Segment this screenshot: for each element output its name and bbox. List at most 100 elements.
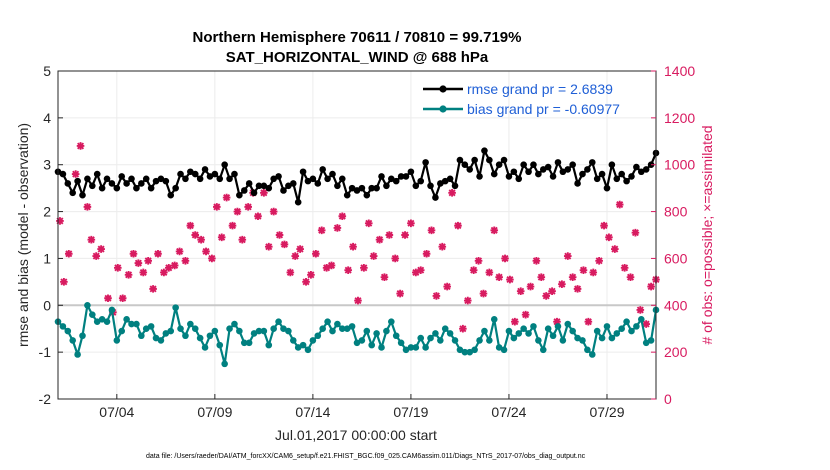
rmse-point-49 <box>294 198 302 206</box>
obs-marker-path-54 <box>338 212 347 221</box>
y2-tick-label-1: 200 <box>664 344 688 360</box>
bias-point-102 <box>554 323 562 330</box>
bias-point-51 <box>304 346 312 354</box>
bias-point-6 <box>84 301 91 309</box>
y2-tick-label-7: 1400 <box>664 63 695 79</box>
obs-marker-path-22 <box>170 261 179 270</box>
rmse-point-19 <box>147 184 155 192</box>
bias-point-77 <box>432 330 439 337</box>
bias-point-42 <box>260 327 268 335</box>
obs-marker-11 <box>114 264 122 272</box>
bias-point-71 <box>402 346 410 354</box>
rmse-point-74 <box>417 177 425 185</box>
obs-marker-21 <box>164 264 173 272</box>
obs-marker-82 <box>485 268 494 277</box>
rmse-point-70 <box>397 173 405 180</box>
bias-point-119 <box>637 316 645 323</box>
rmse-point-63 <box>363 191 371 199</box>
bias-point-58 <box>338 325 346 333</box>
bias-point-78 <box>437 337 444 344</box>
obs-marker-path-91 <box>532 256 541 265</box>
bias-point-34 <box>221 360 228 368</box>
bias-point-73 <box>412 344 420 351</box>
rmse-point-6 <box>84 175 91 183</box>
obs-marker-path-103 <box>595 256 603 265</box>
rmse-point-68 <box>388 175 395 183</box>
rmse-point-88 <box>486 156 493 164</box>
rmse-point-44 <box>270 175 277 183</box>
obs-marker-59 <box>364 219 373 228</box>
obs-marker-path-61 <box>375 235 384 244</box>
bias-point-62 <box>358 337 366 344</box>
obs-marker-23 <box>175 247 184 256</box>
rmse-point-16 <box>133 184 140 192</box>
obs-marker-path-104 <box>600 221 608 230</box>
bias-point-38 <box>240 339 248 347</box>
obs-marker-71 <box>427 226 436 235</box>
obs-marker-path-88 <box>516 287 525 296</box>
obs-marker-90 <box>526 282 535 291</box>
bias-point-39 <box>245 339 253 347</box>
rmse-point-64 <box>368 184 376 192</box>
obs-marker-113 <box>647 282 655 291</box>
rmse-point-76 <box>427 182 434 190</box>
bias-point-91 <box>500 346 508 354</box>
rmse-point-98 <box>535 170 542 178</box>
obs-marker-path-52 <box>327 261 336 270</box>
obs-marker-33 <box>228 221 237 230</box>
obs-marker-path-14 <box>129 249 138 258</box>
obs-marker-path-38 <box>254 212 262 221</box>
bias-point-15 <box>128 320 135 328</box>
rmse-point-115 <box>618 170 625 178</box>
bias-point-105 <box>569 327 576 335</box>
rmse-point-99 <box>539 166 547 173</box>
obs-marker-51 <box>322 264 331 272</box>
bias-point-108 <box>584 346 591 354</box>
bias-point-20 <box>152 334 160 342</box>
bias-point-45 <box>275 318 282 325</box>
obs-marker-110 <box>631 228 640 237</box>
rmse-point-111 <box>598 170 606 178</box>
rmse-point-59 <box>343 191 351 199</box>
y-tick-label-0: -2 <box>39 391 52 407</box>
bias-point-19 <box>147 323 155 330</box>
rmse-point-114 <box>613 175 621 183</box>
obs-marker-53 <box>333 224 342 232</box>
rmse-point-78 <box>437 180 444 187</box>
bias-point-57 <box>334 320 341 328</box>
rmse-point-43 <box>265 184 273 192</box>
rmse-point-32 <box>211 170 219 178</box>
bias-point-29 <box>196 334 204 342</box>
obs-marker-4 <box>76 142 85 150</box>
obs-marker-18 <box>149 285 157 293</box>
obs-marker-54 <box>338 212 347 221</box>
obs-marker-84 <box>495 273 503 281</box>
bias-point-11 <box>108 306 116 314</box>
rmse-point-104 <box>564 166 572 173</box>
bias-point-21 <box>157 337 165 344</box>
obs-marker-46 <box>296 245 304 253</box>
rmse-point-108 <box>584 166 591 173</box>
obs-marker-95 <box>553 317 561 326</box>
rmse-point-61 <box>353 187 361 194</box>
bias-point-113 <box>608 334 616 342</box>
bias-point-75 <box>422 344 429 351</box>
obs-marker-75 <box>448 189 456 197</box>
y-tick-label-5: 3 <box>43 157 51 173</box>
chart-title-line1: Northern Hemisphere 70611 / 70810 = 99.7… <box>193 29 522 46</box>
obs-marker-path-20 <box>160 268 168 277</box>
obs-marker-109 <box>626 273 635 281</box>
y2-tick-label-6: 1200 <box>664 110 695 126</box>
obs-marker-path-35 <box>238 235 247 244</box>
bias-point-52 <box>309 337 317 344</box>
obs-marker-path-96 <box>558 280 566 288</box>
bias-point-90 <box>495 344 503 351</box>
data-file-footer: data file: /Users/raeder/DAI/ATM_forcXX/… <box>146 453 586 460</box>
bias-point-26 <box>182 332 189 340</box>
obs-count-markers <box>56 142 660 333</box>
bias-point-18 <box>142 325 150 333</box>
obs-marker-path-33 <box>228 221 237 230</box>
obs-marker-path-53 <box>333 224 342 232</box>
bias-point-112 <box>603 323 611 330</box>
obs-marker-112 <box>642 320 650 328</box>
